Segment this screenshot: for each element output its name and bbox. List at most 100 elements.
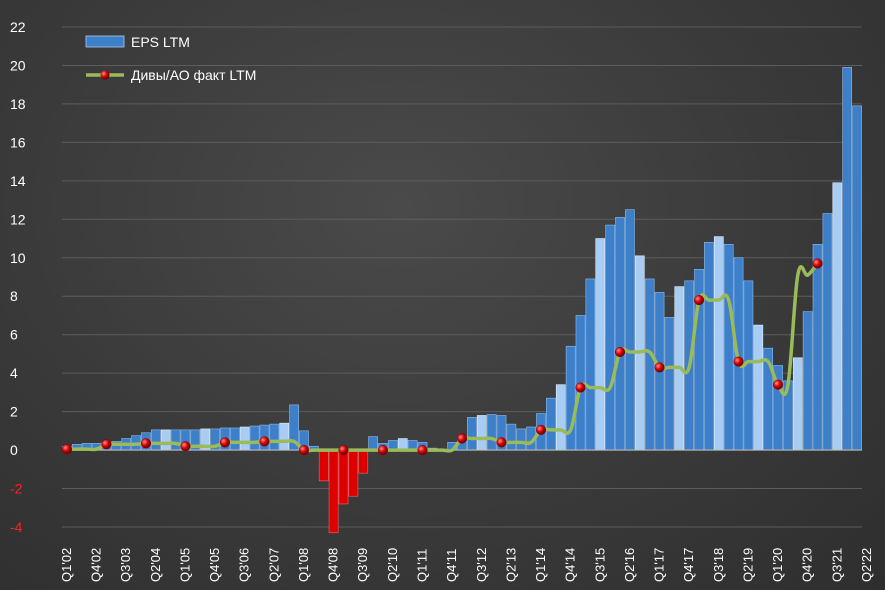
- dividend-line-path: [66, 262, 819, 453]
- x-tick-label: Q3'03: [118, 548, 133, 582]
- eps-bar: [713, 236, 724, 451]
- x-tick-label: Q3'21: [829, 548, 844, 582]
- x-tick-label: Q2'04: [148, 548, 163, 582]
- eps-bar: [467, 417, 477, 451]
- x-tick-label: Q2'16: [622, 548, 637, 582]
- eps-bar: [842, 67, 853, 451]
- eps-bar: [486, 414, 497, 451]
- eps-bar: [792, 357, 803, 451]
- dividend-marker: [338, 445, 349, 456]
- eps-bar: [338, 449, 349, 505]
- y-tick-label: 16: [10, 134, 26, 150]
- x-tick-label: Q1'11: [414, 549, 429, 582]
- y-tick-label: 22: [10, 19, 26, 35]
- y-gridlines: [62, 26, 862, 528]
- eps-bar: [753, 324, 764, 451]
- eps-bar: [348, 449, 359, 497]
- eps-bar: [170, 429, 181, 451]
- x-tick-label: Q1'05: [177, 548, 192, 582]
- dividend-marker: [654, 362, 665, 373]
- y-tick-label: 12: [10, 211, 26, 227]
- x-tick-label: Q1'17: [652, 548, 667, 582]
- dividend-markers: [61, 258, 823, 456]
- dividend-marker: [61, 444, 72, 455]
- legend-swatch-eps: [85, 35, 125, 48]
- x-tick-label: Q1'08: [296, 548, 311, 582]
- y-tick-label: 8: [10, 288, 18, 304]
- legend: EPS LTM Дивы/АО факт LTM: [85, 34, 256, 83]
- eps-bar: [229, 427, 240, 451]
- x-tick-label: Q1'20: [770, 548, 785, 582]
- y-tick-label: 10: [10, 250, 26, 266]
- dividend-marker: [456, 433, 468, 444]
- y-tick-label: 20: [10, 57, 26, 73]
- eps-bar: [625, 209, 635, 451]
- eps-bars: [62, 67, 862, 534]
- eps-bar: [822, 213, 833, 451]
- eps-bar: [664, 317, 675, 451]
- y-tick-label: -2: [10, 481, 23, 497]
- x-tick-label: Q4'02: [89, 548, 104, 582]
- eps-bar: [802, 311, 813, 451]
- eps-bar: [605, 224, 615, 451]
- eps-bar: [555, 384, 566, 451]
- eps-bar: [150, 429, 161, 451]
- x-tick-label: Q4'17: [681, 548, 696, 582]
- dividend-marker: [614, 346, 626, 358]
- eps-bar: [595, 238, 606, 451]
- dividend-marker: [377, 445, 389, 456]
- eps-bar: [852, 105, 862, 451]
- eps-bar: [358, 449, 369, 474]
- dividend-marker: [772, 379, 784, 390]
- eps-bar: [585, 278, 596, 451]
- eps-bar: [812, 244, 823, 451]
- eps-bar: [160, 429, 171, 451]
- dividend-marker: [733, 356, 744, 367]
- dividend-line: [66, 262, 819, 453]
- dividend-marker: [140, 438, 152, 449]
- dividend-marker: [298, 445, 310, 456]
- dividend-marker: [812, 258, 823, 269]
- y-tick-label: 18: [10, 96, 26, 112]
- x-tick-label: Q4'05: [207, 548, 222, 582]
- x-tick-label: Q4'14: [563, 548, 578, 582]
- x-tick-label: Q3'09: [355, 548, 370, 582]
- eps-bar: [239, 426, 250, 451]
- dividend-marker: [575, 382, 586, 393]
- y-tick-label: 14: [10, 173, 26, 189]
- eps-bar: [249, 425, 260, 451]
- x-tick-label: Q3'06: [237, 548, 252, 582]
- eps-bar: [644, 278, 655, 451]
- eps-bar: [368, 436, 378, 451]
- legend-label-dividends: Дивы/АО факт LTM: [131, 67, 256, 83]
- x-tick-label: Q2'19: [740, 548, 755, 582]
- x-tick-label: Q1'14: [533, 548, 548, 582]
- x-tick-label: Q3'18: [711, 548, 726, 582]
- y-axis-tick-labels: -4 -2 0 2 4 6 8 10 12 14 16 18 20 22: [10, 19, 26, 535]
- x-tick-label: Q3'12: [474, 548, 489, 582]
- legend-label-eps: EPS LTM: [131, 34, 190, 50]
- dividend-marker: [693, 295, 705, 306]
- y-tick-label: 6: [10, 327, 18, 343]
- y-tick-label: 2: [10, 404, 18, 420]
- eps-bar: [269, 423, 280, 451]
- x-tick-label: Q2'13: [503, 548, 518, 582]
- eps-bar: [704, 242, 714, 451]
- eps-bar: [328, 449, 339, 534]
- dividend-marker: [180, 441, 191, 452]
- x-tick-label: Q4'11: [444, 549, 459, 582]
- dividend-marker: [259, 436, 270, 447]
- y-tick-label: 4: [10, 365, 18, 381]
- eps-bar: [476, 415, 487, 451]
- eps-bar: [723, 244, 734, 451]
- dividend-marker: [496, 437, 507, 448]
- x-tick-label: Q2'22: [859, 548, 874, 582]
- x-tick-label: Q4'08: [326, 548, 341, 582]
- x-axis-tick-labels: Q1'02 Q4'02 Q3'03 Q2'04 Q1'05 Q4'05 Q3'06 Q2'07…: [59, 548, 874, 582]
- eps-bar: [506, 423, 517, 451]
- eps-bar: [318, 449, 329, 482]
- dividend-marker: [417, 445, 428, 456]
- eps-bar: [615, 217, 625, 451]
- eps-bar: [279, 422, 290, 451]
